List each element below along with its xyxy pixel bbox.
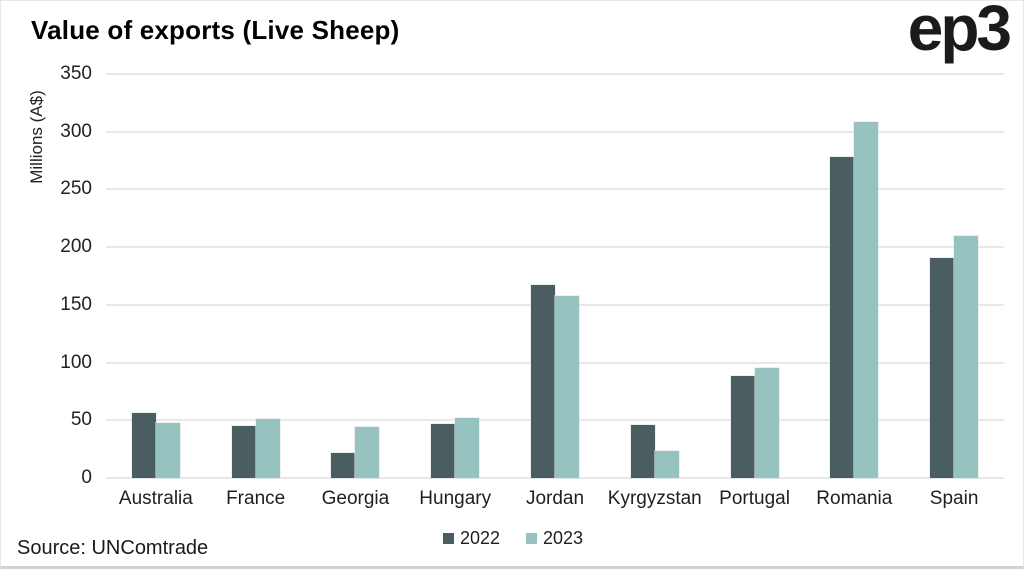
bar-2023-spain bbox=[953, 234, 980, 480]
legend-label: 2022 bbox=[459, 528, 500, 548]
x-axis-label: Spain bbox=[929, 488, 979, 509]
ep3-logo: ep3 bbox=[907, 0, 1012, 64]
chart-title: Value of exports (Live Sheep) bbox=[31, 15, 400, 45]
x-axis-label: Kyrgyzstan bbox=[607, 488, 702, 509]
bar-2023-jordan bbox=[554, 294, 580, 480]
bar-2023-australia bbox=[154, 421, 181, 480]
gridline bbox=[106, 188, 1004, 191]
gridline bbox=[106, 73, 1004, 75]
x-axis-label: Australia bbox=[118, 488, 193, 509]
bar-2022-jordan bbox=[530, 284, 556, 479]
y-tick-label: 0 bbox=[81, 467, 92, 488]
gridline bbox=[106, 130, 1004, 133]
bar-2023-kyrgyzstan bbox=[653, 450, 680, 479]
bar-2023-portugal bbox=[753, 367, 780, 479]
bar-2022-portugal bbox=[729, 375, 756, 479]
x-axis-label: France bbox=[226, 488, 286, 509]
x-axis-label: Georgia bbox=[321, 488, 390, 509]
bar-2022-hungary bbox=[430, 422, 457, 480]
y-tick-label: 50 bbox=[70, 409, 92, 431]
legend-swatch-2023 bbox=[526, 533, 537, 544]
x-axis-label: Hungary bbox=[419, 488, 492, 509]
bar-2022-georgia bbox=[330, 451, 357, 480]
x-axis-label: Romania bbox=[816, 488, 893, 509]
y-tick-label: 200 bbox=[60, 236, 92, 258]
bar-2022-kyrgyzstan bbox=[629, 423, 656, 480]
legend-label: 2023 bbox=[543, 528, 584, 548]
legend-item-2023: 2023 bbox=[526, 528, 583, 549]
legend-swatch-2022 bbox=[442, 533, 454, 544]
gridline bbox=[106, 477, 1004, 479]
x-axis-labels: Australia France Georgia Hungary Jordan Kyrgy… bbox=[106, 488, 1004, 516]
y-axis-ticks: 0 50 100 150 200 250 300 350 bbox=[1, 1, 92, 566]
plot-area bbox=[106, 73, 1004, 480]
y-tick-label: 250 bbox=[60, 178, 92, 200]
legend-item-2022: 2022 bbox=[442, 528, 500, 549]
x-axis-label: Jordan bbox=[525, 488, 585, 509]
bar-2022-france bbox=[230, 425, 257, 479]
y-tick-label: 100 bbox=[60, 351, 92, 373]
bar-2023-georgia bbox=[354, 426, 381, 479]
x-axis-label: Portugal bbox=[719, 488, 790, 509]
y-tick-label: 300 bbox=[60, 120, 92, 142]
bar-2022-australia bbox=[130, 412, 157, 479]
y-tick-label: 350 bbox=[60, 63, 92, 84]
legend: 2022 2023 bbox=[1, 528, 1023, 549]
bar-2023-hungary bbox=[454, 416, 481, 480]
y-tick-label: 150 bbox=[60, 293, 92, 315]
bar-2022-spain bbox=[929, 256, 956, 480]
gridline bbox=[106, 246, 1004, 249]
bar-2023-france bbox=[254, 418, 281, 479]
source-note: Source: UNComtrade bbox=[17, 537, 209, 559]
bar-2022-romania bbox=[829, 156, 856, 479]
bar-2023-romania bbox=[853, 121, 880, 479]
